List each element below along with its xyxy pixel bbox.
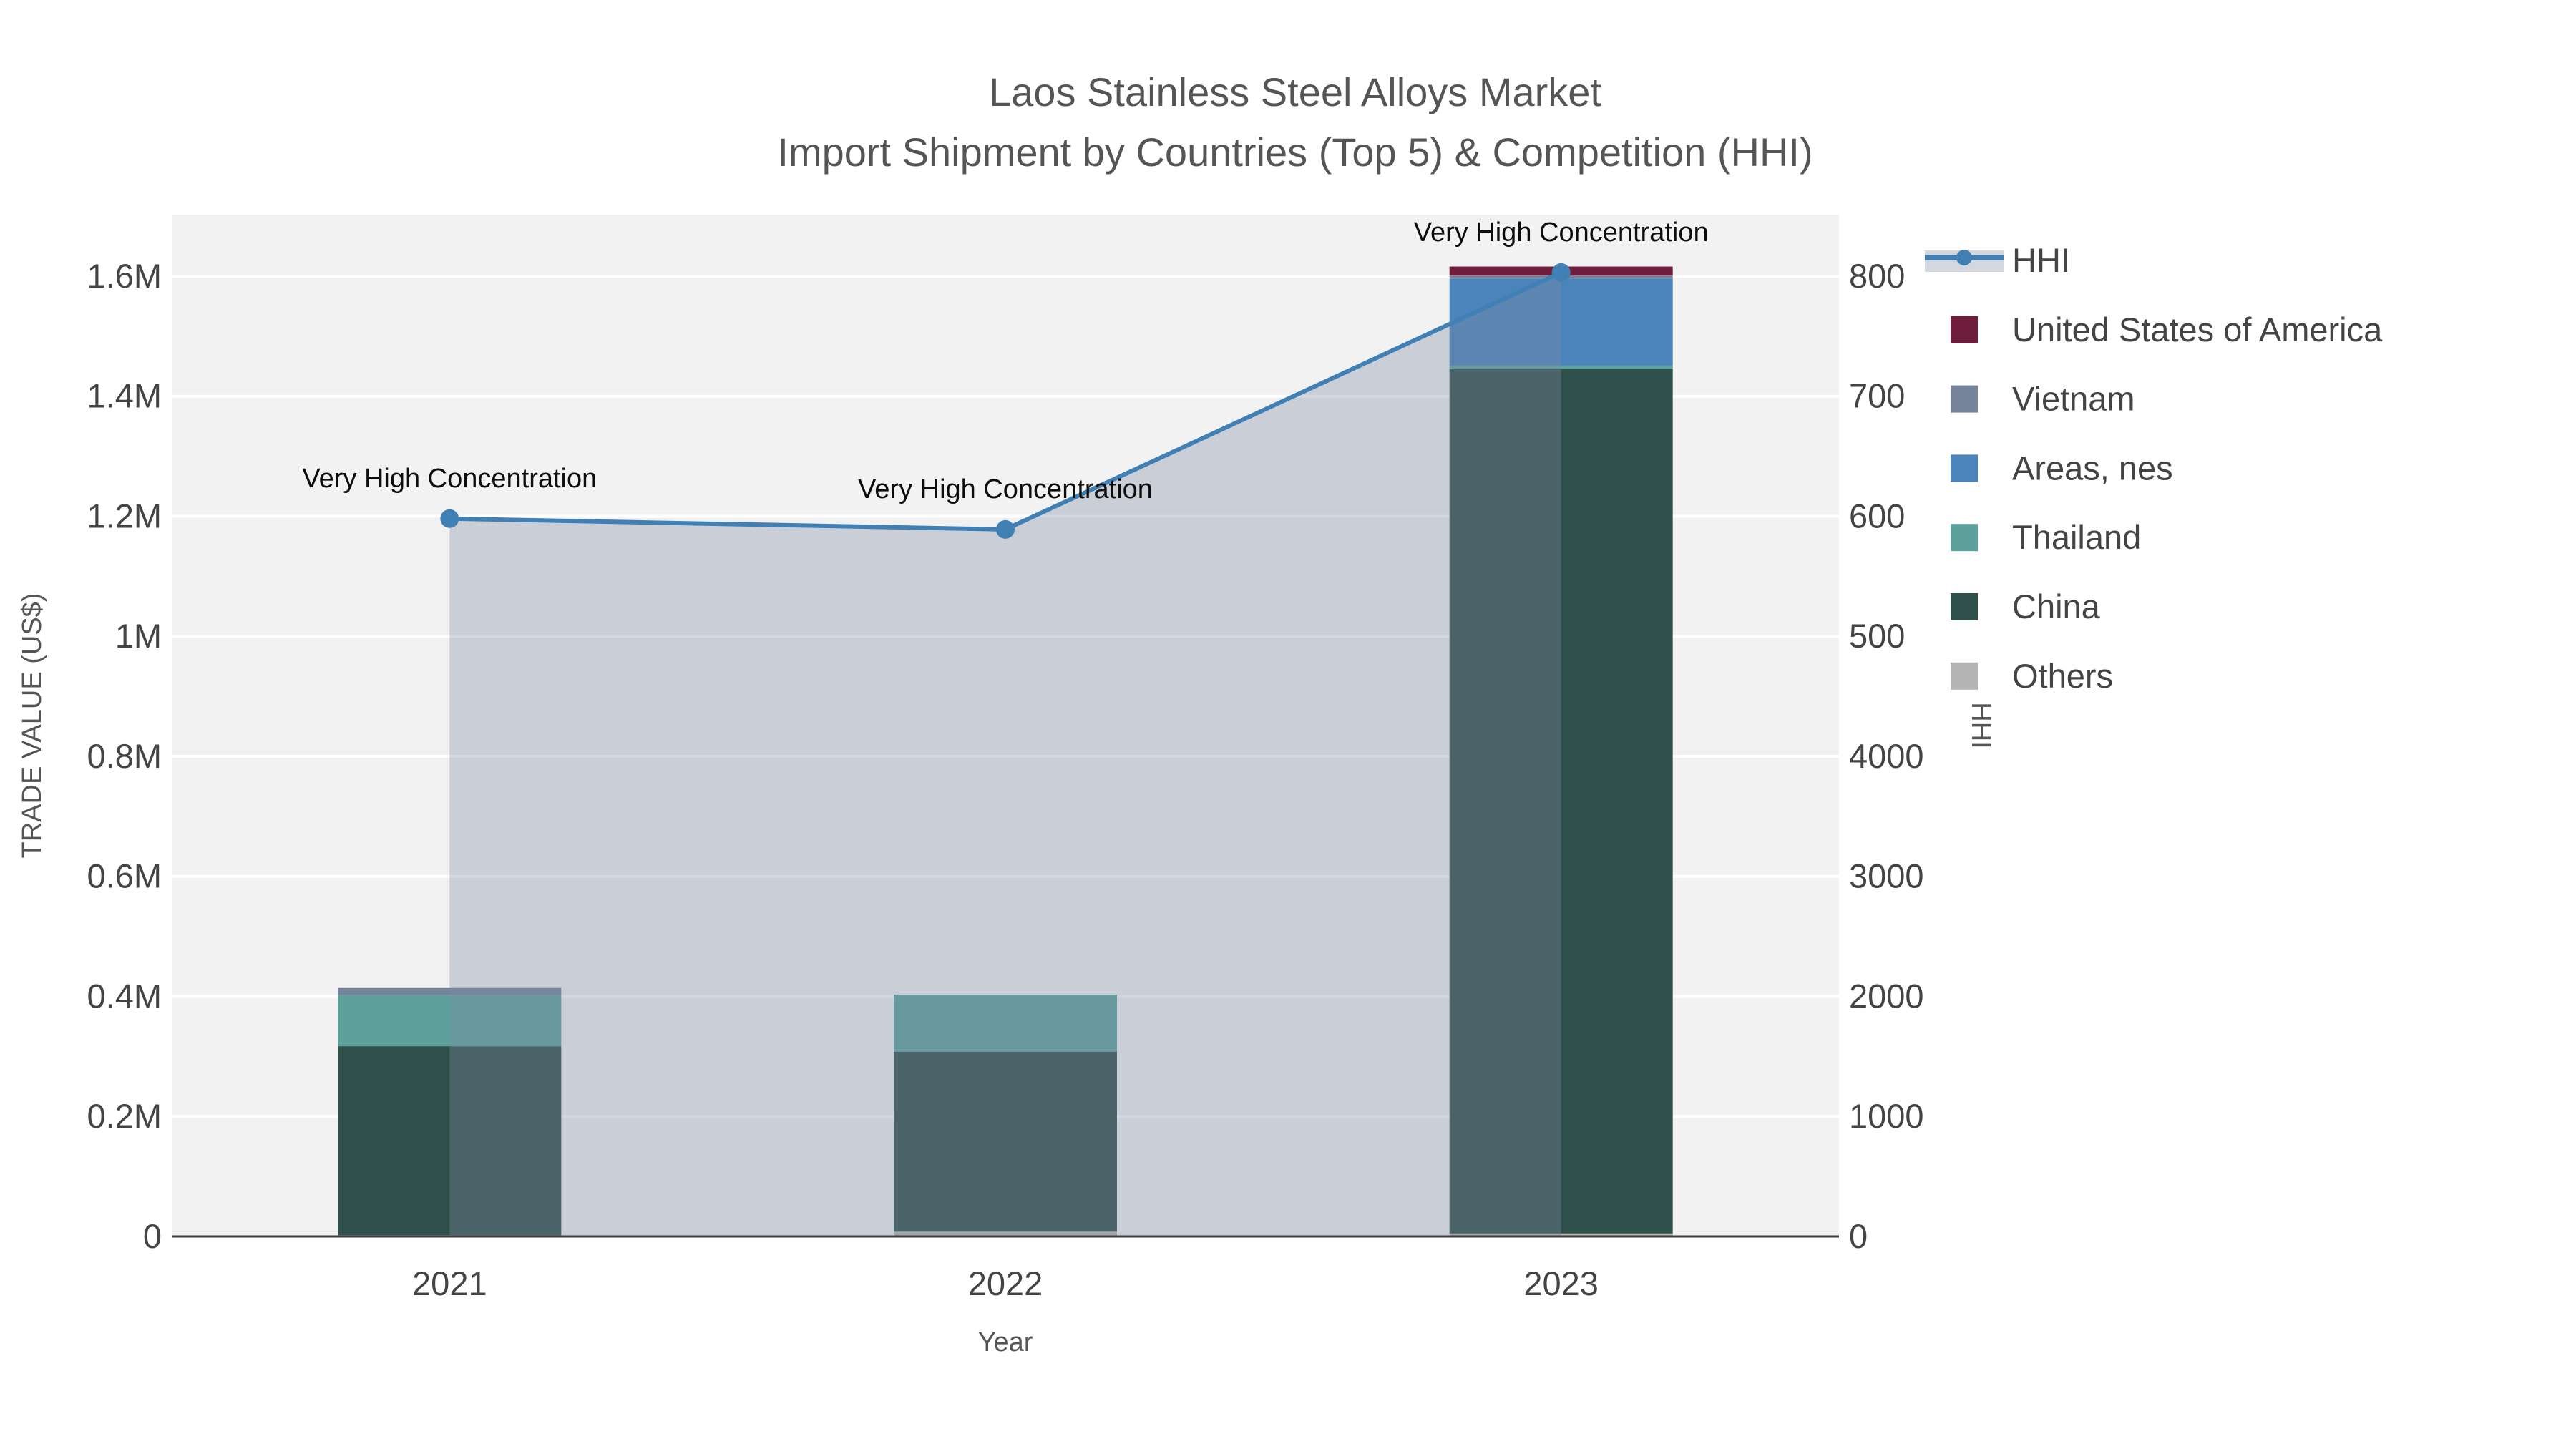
right-axis-tick-label: 1000 (1849, 1097, 1924, 1135)
left-axis-tick-label: 0 (143, 1217, 162, 1255)
hhi-marker-2023[interactable] (1551, 263, 1571, 282)
legend-hhi-marker-swatch (1956, 250, 1972, 265)
x-tick-label-2023: 2023 (1523, 1264, 1599, 1302)
legend-item-label: Thailand (2012, 518, 2141, 556)
legend-color-swatch (1951, 524, 1978, 552)
hhi-area-fill (449, 272, 1561, 1237)
right-axis-tick-label: 0 (1849, 1217, 1868, 1255)
legend-item-areas-nes[interactable]: Areas, nes (1951, 449, 2173, 487)
left-axis-tick-label: 1.6M (87, 257, 162, 295)
right-axis-tick-label: 3000 (1849, 857, 1924, 895)
bar-segment-thailand-2022[interactable] (894, 994, 1117, 1052)
bar-segment-thailand-2021[interactable] (338, 995, 562, 1047)
right-axis-tick-label: 500 (1849, 617, 1905, 655)
legend-item-label: China (2012, 587, 2101, 625)
left-axis-tick-label: 0.4M (87, 977, 162, 1015)
legend-color-swatch (1951, 662, 1978, 690)
chart-title-line1: Laos Stainless Steel Alloys Market (989, 69, 1601, 114)
right-axis-tick-label: 600 (1849, 497, 1905, 535)
legend-color-swatch (1951, 593, 1978, 620)
legend-item-label: HHI (2012, 241, 2070, 279)
bar-segment-thailand-2023[interactable] (1449, 365, 1673, 369)
bar-segment-china-2021[interactable] (338, 1046, 562, 1236)
legend-item-hhi[interactable]: HHI (1925, 241, 2070, 279)
chart-title-line2: Import Shipment by Countries (Top 5) & C… (777, 130, 1813, 175)
legend-item-united-states-of-america[interactable]: United States of America (1951, 311, 2383, 348)
left-axis-tick-label: 1.2M (87, 497, 162, 535)
x-tick-label-2021: 2021 (412, 1264, 487, 1302)
left-axis-tick-label: 0.6M (87, 857, 162, 895)
legend-item-thailand[interactable]: Thailand (1951, 518, 2141, 556)
left-axis-tick-label: 1M (115, 617, 162, 655)
right-axis-tick-label: 800 (1849, 257, 1905, 295)
right-axis-tick-label: 4000 (1849, 737, 1924, 775)
legend-item-others[interactable]: Others (1951, 657, 2113, 695)
hhi-marker-2022[interactable] (996, 519, 1015, 539)
hhi-marker-2021[interactable] (440, 509, 459, 528)
bar-segment-vietnam-2021[interactable] (338, 987, 562, 995)
bar-segment-others-2023[interactable] (1449, 1233, 1673, 1236)
legend-color-swatch (1951, 454, 1978, 482)
annotation-2022: Very High Concentration (858, 474, 1153, 504)
left-axis-tick-label: 0.8M (87, 737, 162, 775)
legend-item-label: Areas, nes (2012, 449, 2173, 487)
legend-color-swatch (1951, 316, 1978, 343)
legend-item-vietnam[interactable]: Vietnam (1951, 380, 2135, 418)
legend-item-label: Others (2012, 657, 2113, 695)
bar-segment-areas-nes-2023[interactable] (1449, 278, 1673, 366)
annotation-2021: Very High Concentration (302, 464, 597, 494)
legend-item-label: United States of America (2012, 311, 2383, 348)
left-axis-title: TRADE VALUE (US$) (17, 593, 47, 859)
bar-segment-china-2023[interactable] (1449, 369, 1673, 1234)
legend-item-china[interactable]: China (1951, 587, 2101, 625)
annotation-2023: Very High Concentration (1414, 218, 1709, 248)
right-axis-title: HHI (1966, 702, 1996, 748)
bar-segment-china-2022[interactable] (894, 1051, 1117, 1232)
x-tick-label-2022: 2022 (968, 1264, 1043, 1302)
left-axis-tick-label: 1.4M (87, 377, 162, 415)
left-axis-tick-label: 0.2M (87, 1097, 162, 1135)
legend-item-label: Vietnam (2012, 380, 2135, 418)
bar-segment-others-2022[interactable] (894, 1231, 1117, 1236)
x-axis-title: Year (978, 1327, 1033, 1357)
legend-color-swatch (1951, 385, 1978, 413)
right-axis-tick-label: 700 (1849, 377, 1905, 415)
right-axis-tick-label: 2000 (1849, 977, 1924, 1015)
